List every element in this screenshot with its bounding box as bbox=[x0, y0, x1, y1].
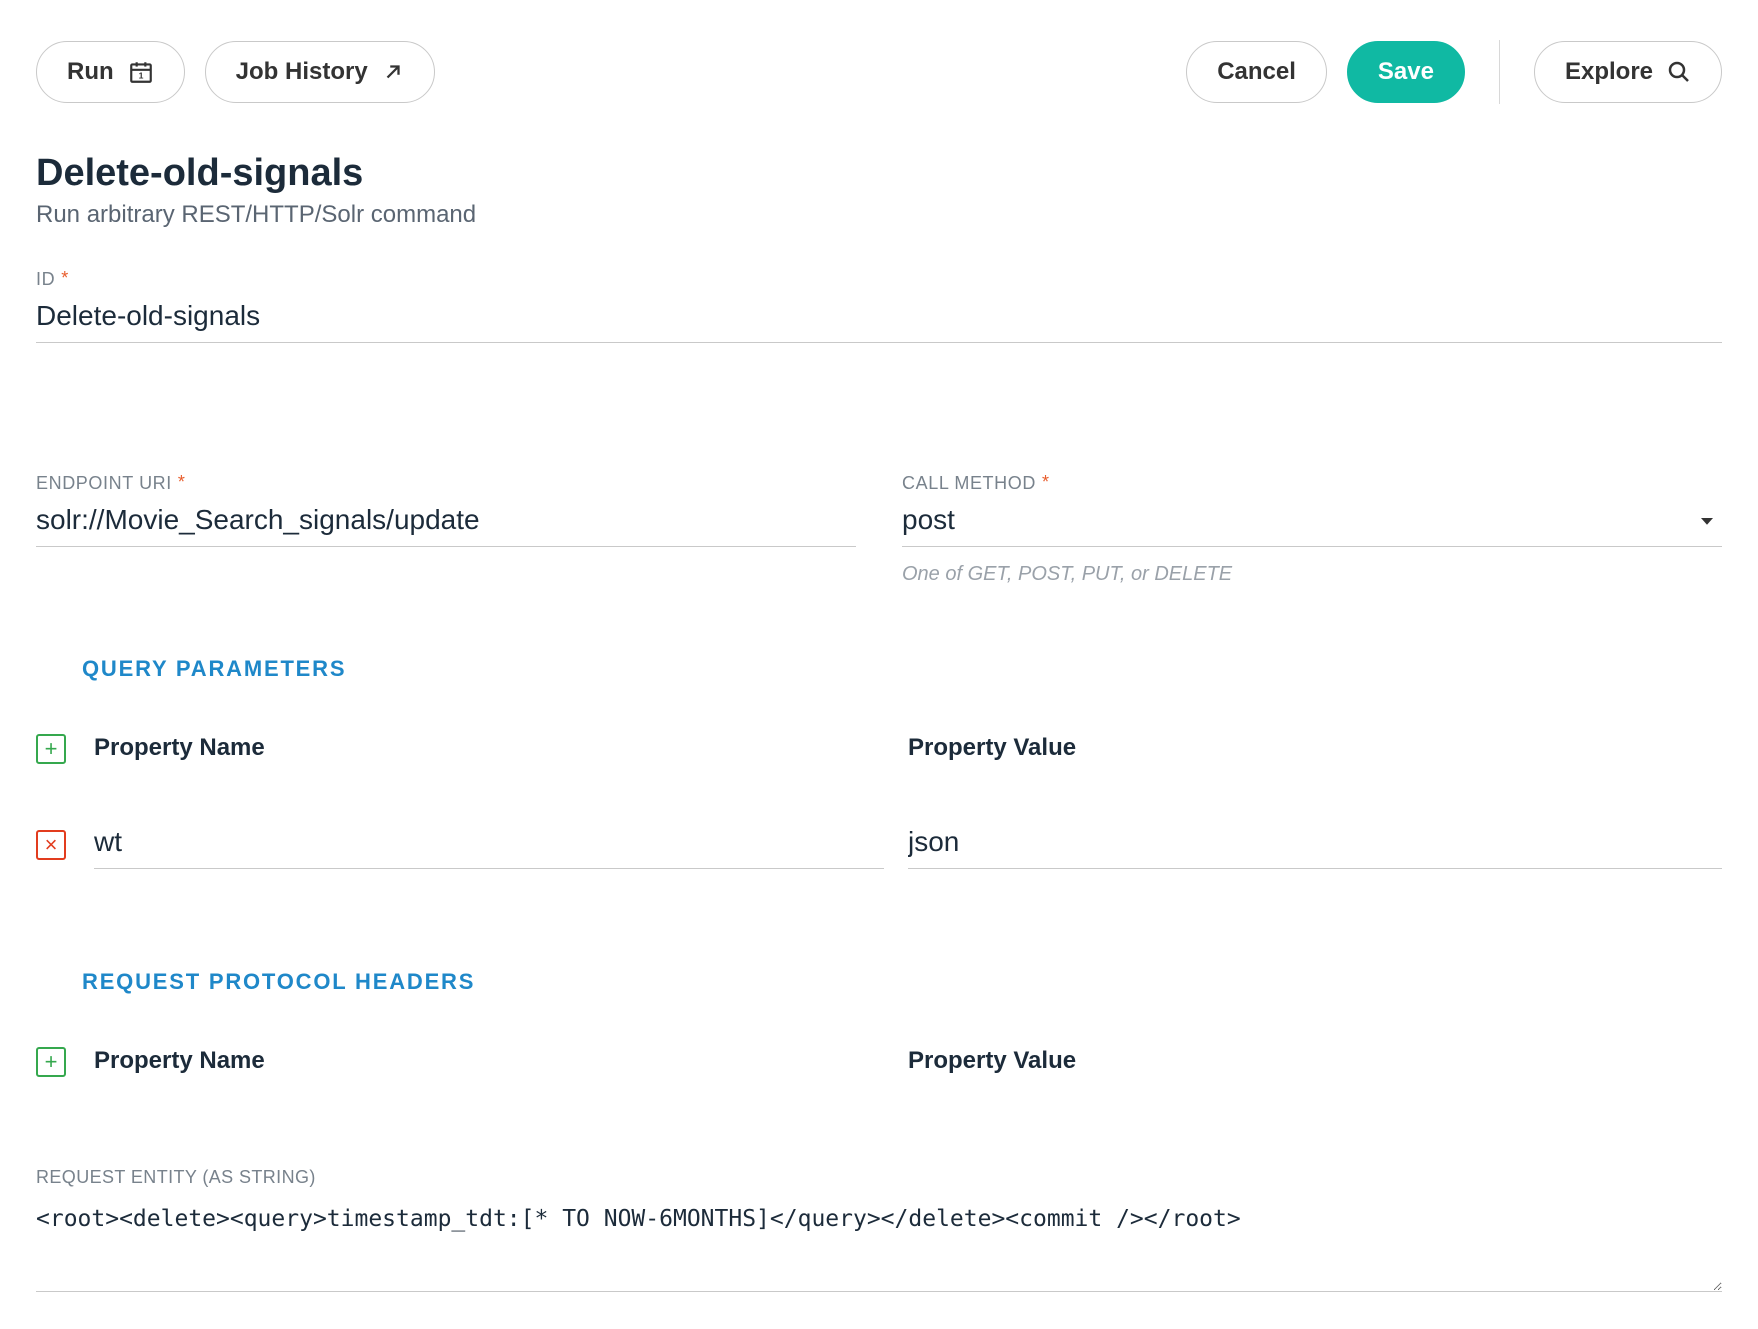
query-param-name-input[interactable] bbox=[94, 820, 884, 869]
endpoint-label-row: ENDPOINT URI * bbox=[36, 473, 856, 494]
endpoint-input[interactable] bbox=[36, 498, 856, 547]
call-method-label: CALL METHOD bbox=[902, 473, 1036, 494]
page-title: Delete-old-signals bbox=[36, 152, 1722, 195]
request-headers-section: REQUEST PROTOCOL HEADERS + Property Name… bbox=[36, 969, 1722, 1077]
toolbar-left: Run 1 Job History bbox=[36, 41, 435, 103]
call-method-select[interactable] bbox=[902, 498, 1722, 547]
plus-icon[interactable]: + bbox=[36, 734, 66, 764]
id-field: ID * bbox=[36, 269, 1722, 343]
plus-icon[interactable]: + bbox=[36, 1047, 66, 1077]
query-params-headers: + Property Name Property Value bbox=[36, 734, 1722, 764]
property-value-header: Property Value bbox=[908, 734, 1722, 764]
x-icon[interactable]: × bbox=[36, 830, 66, 860]
property-name-header: Property Name bbox=[94, 1047, 908, 1077]
call-method-label-row: CALL METHOD * bbox=[902, 473, 1722, 494]
query-param-value-input[interactable] bbox=[908, 820, 1722, 869]
required-star: * bbox=[61, 269, 69, 287]
job-history-label: Job History bbox=[236, 58, 368, 86]
id-input[interactable] bbox=[36, 294, 1722, 343]
request-headers-title: REQUEST PROTOCOL HEADERS bbox=[82, 969, 1722, 995]
cancel-button-label: Cancel bbox=[1217, 58, 1296, 86]
page-subtitle: Run arbitrary REST/HTTP/Solr command bbox=[36, 201, 1722, 229]
endpoint-label: ENDPOINT URI bbox=[36, 473, 172, 494]
request-headers-columns: + Property Name Property Value bbox=[36, 1047, 1722, 1077]
external-link-icon bbox=[382, 61, 404, 83]
calendar-icon: 1 bbox=[128, 59, 154, 85]
query-parameters-title: QUERY PARAMETERS bbox=[82, 656, 1722, 682]
endpoint-field: ENDPOINT URI * bbox=[36, 473, 856, 586]
cancel-button[interactable]: Cancel bbox=[1186, 41, 1327, 103]
query-parameters-section: QUERY PARAMETERS + Property Name Propert… bbox=[36, 656, 1722, 869]
property-name-header: Property Name bbox=[94, 734, 908, 764]
toolbar: Run 1 Job History Canc bbox=[36, 40, 1722, 104]
request-entity-field: REQUEST ENTITY (AS STRING) bbox=[36, 1167, 1722, 1298]
save-button-label: Save bbox=[1378, 58, 1434, 86]
required-star: * bbox=[1042, 473, 1050, 491]
run-button-label: Run bbox=[67, 58, 114, 86]
id-label-row: ID * bbox=[36, 269, 1722, 290]
svg-text:1: 1 bbox=[138, 71, 143, 81]
save-button[interactable]: Save bbox=[1347, 41, 1465, 103]
explore-button[interactable]: Explore bbox=[1534, 41, 1722, 103]
toolbar-right: Cancel Save Explore bbox=[1186, 40, 1722, 104]
call-method-field: CALL METHOD * One of GET, POST, PUT, or … bbox=[902, 473, 1722, 586]
request-entity-textarea[interactable] bbox=[36, 1192, 1722, 1292]
id-label: ID bbox=[36, 269, 55, 290]
property-value-header: Property Value bbox=[908, 1047, 1722, 1077]
query-param-row: × bbox=[36, 820, 1722, 869]
request-entity-label: REQUEST ENTITY (AS STRING) bbox=[36, 1167, 316, 1188]
endpoint-method-row: ENDPOINT URI * CALL METHOD * One of GET,… bbox=[36, 473, 1722, 586]
explore-button-label: Explore bbox=[1565, 58, 1653, 86]
search-icon bbox=[1667, 60, 1691, 84]
job-history-button[interactable]: Job History bbox=[205, 41, 435, 103]
run-button[interactable]: Run 1 bbox=[36, 41, 185, 103]
toolbar-divider bbox=[1499, 40, 1500, 104]
call-method-hint: One of GET, POST, PUT, or DELETE bbox=[902, 563, 1722, 586]
required-star: * bbox=[178, 473, 186, 491]
chevron-down-icon bbox=[1698, 510, 1716, 536]
